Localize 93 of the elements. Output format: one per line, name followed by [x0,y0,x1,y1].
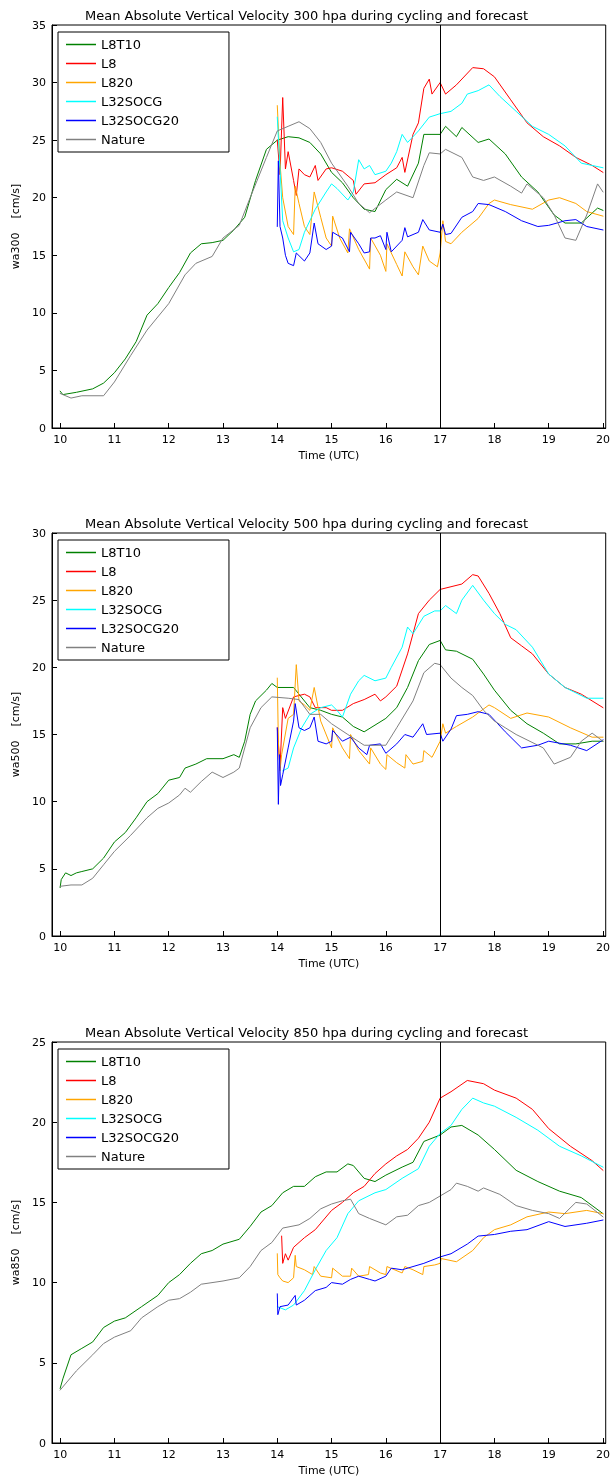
x-tick-label: 13 [216,433,230,446]
line-series [276,1097,604,1311]
line-series [281,1080,604,1264]
x-tick-label: 15 [324,941,339,954]
legend-label: L32SOCG [101,1111,163,1126]
chart-title: Mean Absolute Vertical Velocity 850 hpa during cycling and forecast [84,1025,529,1040]
legend-label: L32SOCG20 [101,1130,179,1145]
legend-label: L820 [101,1092,134,1107]
line-series [276,84,604,253]
legend-label: L8 [101,1073,117,1088]
x-tick-label: 11 [107,941,122,954]
x-tick-label: 12 [161,1448,176,1461]
y-tick-label: 0 [39,929,46,943]
x-tick-label: 20 [596,941,610,954]
x-tick-label: 15 [324,1448,339,1461]
y-tick-label: 5 [39,862,46,876]
x-tick-label: 16 [378,433,393,446]
x-tick-label: 16 [378,1448,393,1461]
y-tick-label: 5 [39,363,46,377]
y-tick-label: 30 [32,526,46,540]
line-series [276,1209,604,1284]
x-tick-label: 18 [487,941,502,954]
y-tick-label: 20 [32,1115,46,1129]
legend-label: Nature [101,1149,146,1164]
y-tick-label: 0 [39,1436,46,1450]
x-tick-label: 12 [161,433,176,446]
x-tick-label: 20 [596,433,610,446]
x-tick-label: 15 [324,433,339,446]
legend-label: L820 [101,75,134,90]
x-tick-label: 14 [270,941,285,954]
y-tick-label: 10 [32,795,46,809]
chart-title: Mean Absolute Vertical Velocity 300 hpa during cycling and forecast [84,8,529,23]
y-tick-label: 10 [32,306,46,320]
x-tick-label: 18 [487,1448,502,1461]
y-tick-label: 15 [32,728,46,741]
y-axis-title: wa500 [cm/s] [9,691,23,778]
x-tick-label: 14 [270,1448,285,1461]
y-tick-label: 5 [39,1356,46,1370]
legend-label: L8T10 [101,545,141,560]
x-tick-label: 13 [216,941,230,954]
x-tick-label: 10 [53,941,68,954]
legend-label: L8 [101,56,117,71]
x-tick-label: 16 [378,941,393,954]
legend-label: L32SOCG [101,94,163,109]
x-tick-label: 14 [270,433,285,446]
y-tick-label: 10 [32,1276,46,1290]
line-series [59,1124,604,1389]
y-tick-label: 25 [32,1035,46,1049]
line-series [59,1182,604,1391]
y-axis-title: wa300 [cm/s] [9,183,23,270]
x-tick-label: 17 [433,941,448,954]
y-tick-label: 20 [32,191,46,205]
x-tick-label: 10 [53,1448,68,1461]
x-tick-label: 13 [216,1448,230,1461]
x-tick-label: 17 [433,1448,448,1461]
legend-label: Nature [101,132,146,147]
x-tick-label: 18 [487,433,502,446]
y-tick-label: 20 [32,660,46,674]
line-series [276,67,604,196]
x-tick-label: 11 [107,433,122,446]
x-tick-label: 19 [541,1448,556,1461]
x-tick-label: 12 [161,941,176,954]
y-tick-label: 15 [32,1195,46,1209]
y-tick-label: 35 [32,18,46,32]
x-tick-label: 10 [53,433,68,446]
y-tick-label: 25 [32,593,46,607]
legend-label: Nature [101,640,146,655]
line-series [276,1219,604,1316]
x-tick-label: 11 [107,1448,122,1461]
x-tick-label: 19 [541,433,556,446]
x-tick-label: 17 [433,433,448,446]
line-series [276,703,604,805]
legend-label: L820 [101,583,134,598]
line-series [276,105,604,277]
legend-label: L8T10 [101,1054,141,1069]
line-series [276,160,604,267]
line-series [276,664,604,772]
y-axis-title: wa850 [cm/s] [9,1199,23,1286]
y-tick-label: 30 [32,76,46,90]
y-tick-label: 25 [32,133,46,147]
legend-label: L8T10 [101,37,141,52]
y-tick-label: 15 [32,248,46,262]
y-tick-label: 0 [39,421,46,435]
legend-label: L8 [101,564,117,579]
legend-label: L32SOCG20 [101,113,179,128]
x-tick-label: 19 [541,941,556,954]
x-axis-title: Time (UTC) [297,449,360,462]
legend-label: L32SOCG20 [101,621,179,636]
x-tick-label: 20 [596,1448,610,1461]
x-axis-title: Time (UTC) [297,957,360,970]
chart-title: Mean Absolute Vertical Velocity 500 hpa during cycling and forecast [84,516,529,531]
x-axis-title: Time (UTC) [297,1464,360,1477]
legend-label: L32SOCG [101,602,163,617]
